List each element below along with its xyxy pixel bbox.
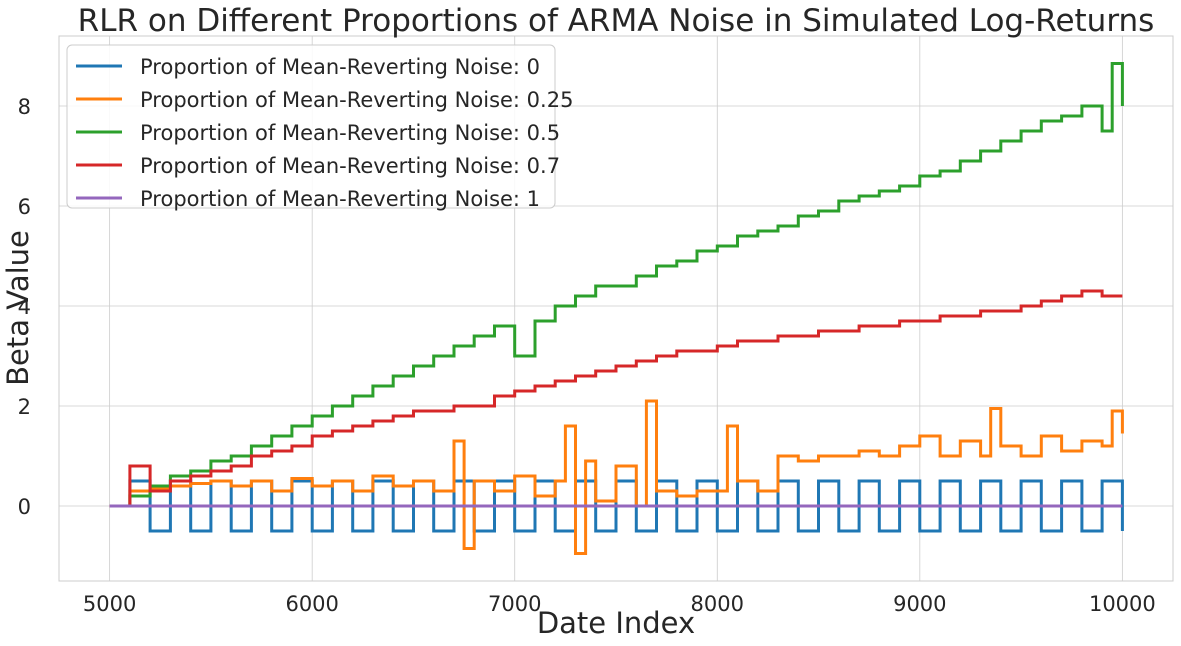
series-line-3 — [109, 289, 1123, 508]
x-tick-label: 6000 — [285, 592, 338, 616]
x-axis-label: Date Index — [537, 606, 695, 640]
plot-frame — [58, 35, 1174, 582]
legend-label-1: Proportion of Mean-Reverting Noise: 0.25 — [140, 88, 573, 112]
series-line-2 — [109, 62, 1124, 508]
y-tick-label: 2 — [18, 395, 31, 419]
y-tick-label: 8 — [18, 95, 31, 119]
x-tick-label: 7000 — [488, 592, 541, 616]
x-tick-label: 8000 — [691, 592, 744, 616]
legend-label-2: Proportion of Mean-Reverting Noise: 0.5 — [140, 121, 560, 145]
x-tick-label: 9000 — [893, 592, 946, 616]
legend: Proportion of Mean-Reverting Noise: 0 Pro… — [66, 44, 573, 211]
chart-title: RLR on Different Proportions of ARMA Noi… — [78, 3, 1155, 39]
series-layer — [109, 62, 1124, 555]
legend-label-3: Proportion of Mean-Reverting Noise: 0.7 — [140, 154, 560, 178]
y-tick-label: 4 — [18, 295, 31, 319]
legend-box — [66, 44, 556, 209]
legend-label-0: Proportion of Mean-Reverting Noise: 0 — [140, 55, 540, 79]
legend-label-4: Proportion of Mean-Reverting Noise: 1 — [140, 187, 540, 211]
y-axis-label: Beta Value — [1, 230, 35, 386]
series-line-1 — [109, 399, 1124, 555]
x-tick-label: 10000 — [1089, 592, 1156, 616]
y-tick-label: 6 — [18, 195, 31, 219]
tick-labels: 5000 6000 7000 8000 9000 10000 0 2 4 6 8 — [18, 95, 1156, 616]
x-tick-label: 5000 — [83, 592, 136, 616]
y-tick-label: 0 — [18, 495, 31, 519]
